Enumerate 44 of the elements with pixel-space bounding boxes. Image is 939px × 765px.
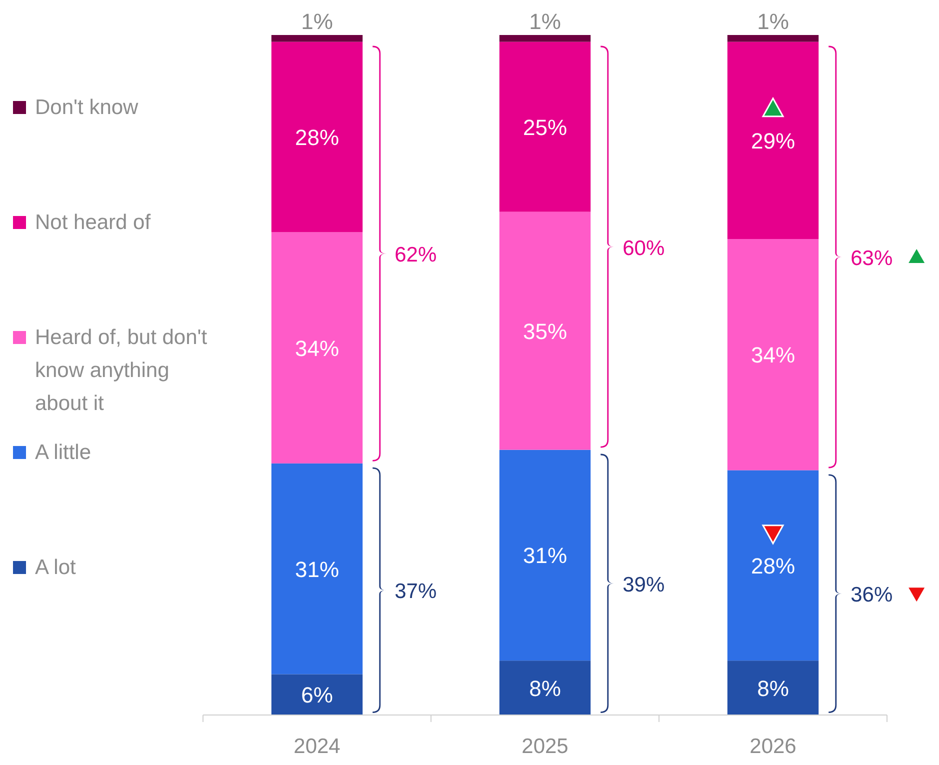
data-label: 35% — [522, 318, 568, 344]
annotation: 37% — [394, 580, 437, 604]
annotation: 63% — [850, 247, 893, 270]
x-tick-label: 2025 — [522, 735, 568, 758]
legend-label: A little — [35, 441, 92, 464]
bar — [499, 42, 591, 212]
legend-label: Don't know — [35, 96, 140, 119]
data-label: 1% — [757, 9, 789, 34]
data-label: 8% — [529, 676, 561, 701]
annotation: 36% — [850, 584, 893, 607]
legend-label: Not heard of — [35, 211, 151, 234]
bar — [727, 42, 819, 239]
bar — [271, 232, 363, 464]
data-label: 1% — [301, 9, 333, 34]
bar — [727, 239, 819, 470]
bar — [271, 674, 363, 715]
bar — [727, 660, 819, 715]
annotation: 39% — [622, 573, 665, 596]
data-label: 25% — [522, 114, 568, 140]
annotation: 60% — [622, 236, 665, 260]
bar — [499, 450, 591, 661]
bar — [271, 463, 363, 674]
data-label: 6% — [301, 682, 333, 708]
annotation: 62% — [394, 244, 437, 267]
bar — [271, 35, 363, 42]
x-tick-label: 2026 — [750, 735, 796, 758]
legend-label: A lot — [35, 556, 76, 579]
data-label: 28% — [750, 553, 796, 578]
x-tick-label: 2024 — [294, 735, 341, 758]
data-label: 29% — [750, 128, 796, 154]
bar — [727, 470, 819, 661]
bar — [499, 660, 591, 715]
data-label: 31% — [294, 556, 340, 582]
data-label: 34% — [294, 336, 340, 361]
bar — [271, 42, 363, 232]
bar — [727, 35, 819, 42]
data-label: 31% — [522, 543, 568, 568]
bar — [499, 35, 591, 42]
bar — [499, 212, 591, 450]
data-label: 1% — [529, 9, 561, 34]
data-label: 8% — [757, 676, 789, 701]
data-label: 28% — [294, 125, 340, 150]
data-label: 34% — [750, 342, 796, 368]
legend-label: Heard of, but don't know anything about it — [35, 326, 208, 415]
